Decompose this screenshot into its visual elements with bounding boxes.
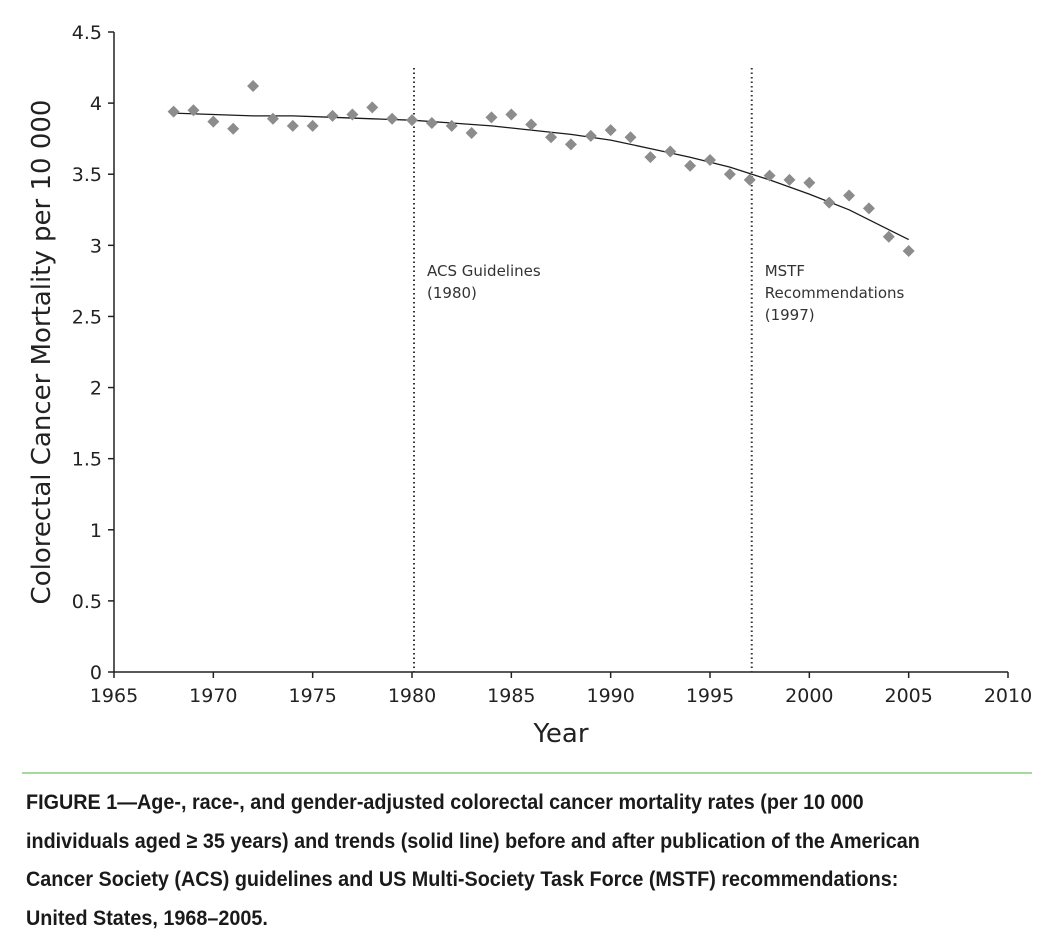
data-point: [823, 196, 836, 209]
data-point: [843, 189, 856, 202]
data-point: [545, 131, 558, 144]
data-point: [604, 124, 617, 137]
data-point: [227, 122, 240, 135]
annotation-label: MSTF: [765, 262, 805, 280]
y-axis-title: Colorectal Cancer Mortality per 10 000: [27, 100, 57, 605]
annotations: ACS Guidelines (1980) MSTF Recommendations (…: [427, 262, 905, 324]
y-tick-label: 4: [90, 93, 102, 115]
x-tick-label: 1965: [90, 685, 138, 707]
x-axis-title: Year: [532, 719, 588, 749]
annotation-label: (1980): [427, 284, 477, 302]
y-tick-label: 0.5: [72, 591, 102, 613]
data-point: [187, 104, 200, 117]
data-point: [525, 118, 538, 131]
y-tick-label: 3.5: [72, 164, 102, 186]
data-point: [485, 111, 498, 124]
data-point: [783, 173, 796, 186]
data-point: [445, 119, 458, 132]
figure-caption: FIGURE 1—Age-, race-, and gender-adjuste…: [26, 790, 920, 930]
colorectal-mortality-chart: 0 0.5 1 1.5 2 2.5 3 3.5 4 4.5 1965 1970 1975 1980 1985…: [27, 22, 1032, 749]
data-point: [763, 169, 776, 182]
data-point: [584, 129, 597, 142]
data-point: [644, 151, 657, 164]
data-point: [803, 176, 816, 189]
data-point: [306, 119, 319, 132]
data-point: [564, 138, 577, 151]
x-tick-label: 2010: [984, 685, 1032, 707]
data-point: [505, 108, 518, 121]
data-point: [386, 112, 399, 125]
data-point: [862, 202, 875, 215]
x-tick-label: 1990: [586, 685, 634, 707]
data-point: [882, 230, 895, 243]
y-tick-label: 1: [90, 520, 102, 542]
data-point: [704, 154, 716, 166]
data-point: [366, 101, 379, 114]
annotation-label: Recommendations: [765, 284, 905, 302]
data-point: [684, 159, 697, 172]
data-point: [465, 126, 478, 139]
data-point: [425, 117, 438, 130]
guideline-markers: [413, 68, 753, 672]
x-tick-label: 1970: [189, 685, 237, 707]
data-point: [266, 112, 279, 125]
data-point: [346, 108, 359, 121]
trend-line: [173, 112, 909, 241]
data-point: [723, 168, 736, 181]
x-tick-label: 2000: [785, 685, 833, 707]
y-tick-label: 2.5: [72, 306, 102, 328]
data-point: [207, 115, 220, 128]
annotation-label: ACS Guidelines: [427, 262, 541, 280]
caption-divider: [22, 772, 1032, 774]
data-point: [664, 145, 677, 158]
y-tick-label: 1.5: [72, 449, 102, 471]
x-tick-label: 1980: [388, 685, 436, 707]
data-point: [286, 119, 299, 132]
annotation-label: (1997): [765, 306, 815, 324]
x-tick-label: 1985: [487, 685, 535, 707]
x-tick-label: 2005: [884, 685, 932, 707]
y-tick-label: 2: [90, 378, 102, 400]
axes: 0 0.5 1 1.5 2 2.5 3 3.5 4 4.5 1965 1970 1975 1980 1985…: [72, 22, 1032, 707]
data-point: [902, 245, 915, 258]
data-point: [247, 80, 260, 93]
data-point: [167, 105, 180, 118]
data-points: [167, 80, 915, 258]
y-tick-label: 3: [90, 235, 102, 257]
y-tick-label: 0: [90, 662, 102, 684]
x-tick-label: 1975: [288, 685, 336, 707]
trend-line-group: [173, 112, 909, 241]
data-point: [743, 173, 756, 186]
data-point: [326, 109, 339, 122]
data-point: [406, 114, 418, 127]
data-point: [624, 131, 637, 144]
y-tick-label: 4.5: [72, 22, 102, 44]
x-tick-label: 1995: [686, 685, 734, 707]
